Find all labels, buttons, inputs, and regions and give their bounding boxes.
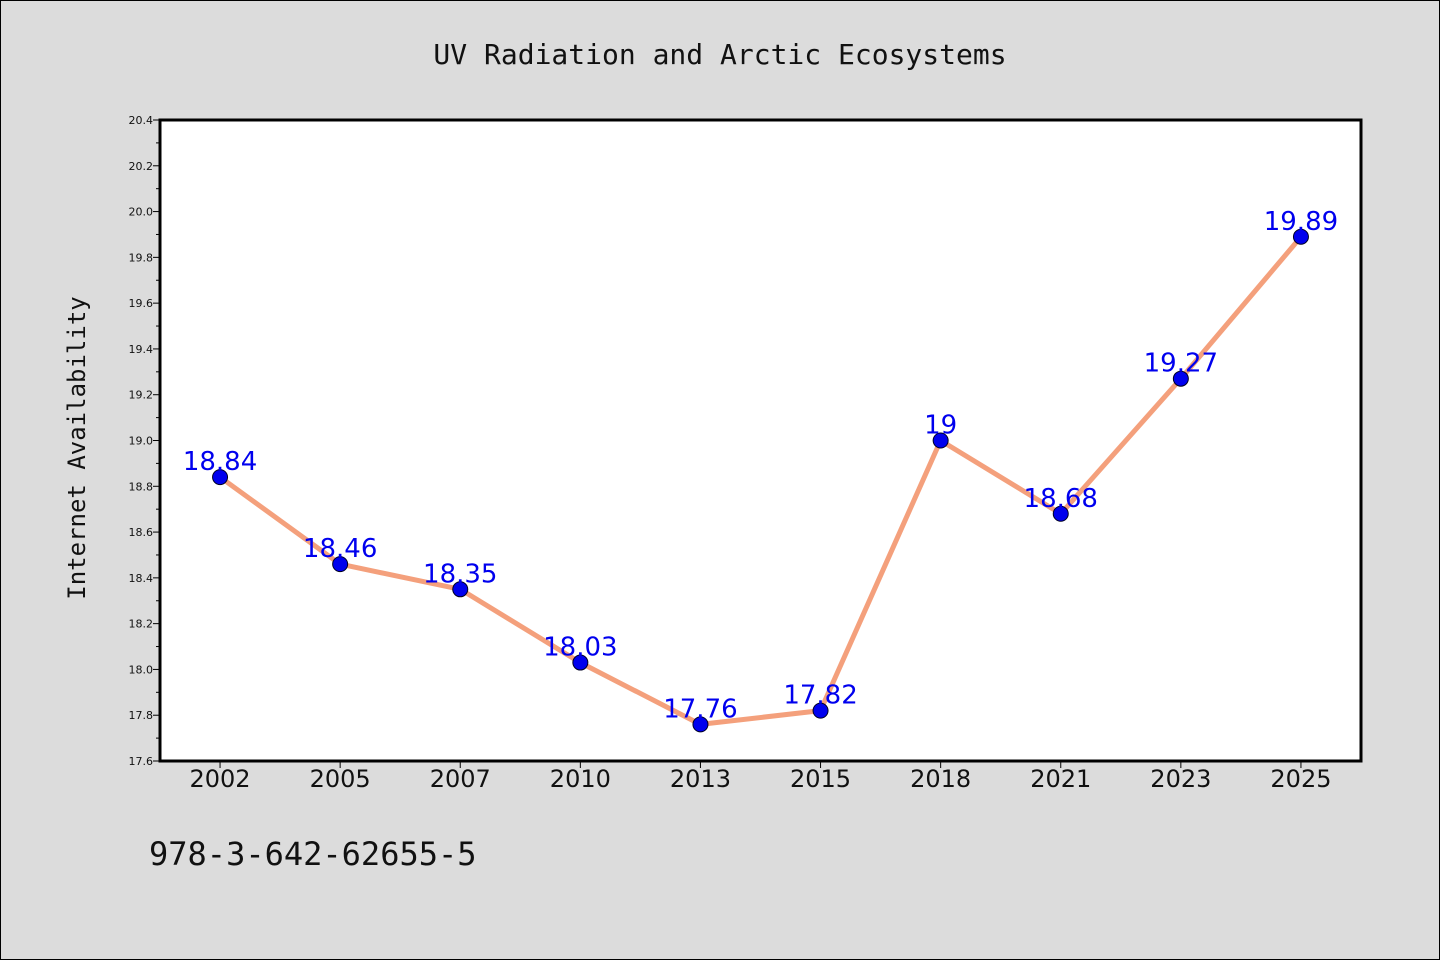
x-tick-label: 2013 (670, 765, 731, 793)
y-tick-label: 17.6 (129, 755, 154, 768)
series-markers (212, 228, 1309, 733)
data-label: 18.68 (1024, 484, 1098, 514)
data-point (932, 432, 949, 449)
data-point (692, 716, 709, 733)
y-tick-label: 20.2 (129, 160, 154, 173)
data-label: 18.84 (183, 447, 257, 477)
x-tick-label: 2018 (910, 765, 971, 793)
x-tick-label: 2015 (790, 765, 851, 793)
y-tick-label: 19.0 (129, 435, 154, 448)
data-point (572, 654, 589, 671)
y-tick-label: 18.0 (129, 663, 154, 676)
x-tick-label: 2025 (1270, 765, 1331, 793)
x-axis-ticks: 2002 2005 2007 2010 2013 2015 2018 2021 2023 2025 (190, 761, 1331, 793)
x-tick-label: 2021 (1030, 765, 1091, 793)
footnote-isbn: 978-3-642-62655-5 (149, 835, 477, 873)
data-label: 18.03 (543, 633, 617, 663)
x-tick-label: 2005 (310, 765, 371, 793)
y-tick-label: 19.8 (129, 251, 154, 264)
x-tick-label: 2023 (1150, 765, 1211, 793)
data-point (332, 556, 349, 573)
y-tick-label: 18.4 (129, 572, 154, 585)
plot-frame (158, 118, 1363, 763)
series-line (217, 234, 1304, 727)
data-point (1052, 505, 1069, 522)
x-tick-label: 2002 (190, 765, 251, 793)
y-tick-label: 18.8 (129, 480, 154, 493)
data-label: 19.89 (1264, 207, 1338, 237)
y-tick-label: 20.4 (129, 114, 154, 127)
y-axis-ticks: 17.6 17.8 18.0 18.2 18.4 18.6 18.8 19.0 19.2 19.4… (129, 114, 160, 768)
y-tick-label: 19.2 (129, 389, 154, 402)
data-label: 19 (924, 411, 957, 441)
data-label: 19.27 (1144, 349, 1218, 379)
data-point (212, 469, 229, 486)
data-point (1172, 370, 1189, 387)
data-point (1292, 228, 1309, 245)
y-tick-label: 18.2 (129, 618, 154, 631)
plot-area (160, 120, 1361, 761)
data-labels: 18.84 18.46 18.35 18.03 17.76 17.82 19 18.68 19.… (183, 207, 1338, 725)
y-tick-label: 20.0 (129, 206, 154, 219)
data-label: 18.35 (423, 559, 497, 589)
y-tick-label: 19.4 (129, 343, 154, 356)
data-label: 17.76 (663, 694, 737, 724)
data-label: 18.46 (303, 534, 377, 564)
x-tick-label: 2010 (550, 765, 611, 793)
y-tick-label: 18.6 (129, 526, 154, 539)
x-tick-label: 2007 (430, 765, 491, 793)
data-label: 17.82 (783, 681, 857, 711)
data-point (452, 581, 469, 598)
y-tick-label: 17.8 (129, 709, 154, 722)
y-axis-label: Internet Availability (63, 296, 91, 599)
y-tick-label: 19.6 (129, 297, 154, 310)
data-point (812, 702, 829, 719)
chart-title: UV Radiation and Arctic Ecosystems (433, 38, 1006, 71)
